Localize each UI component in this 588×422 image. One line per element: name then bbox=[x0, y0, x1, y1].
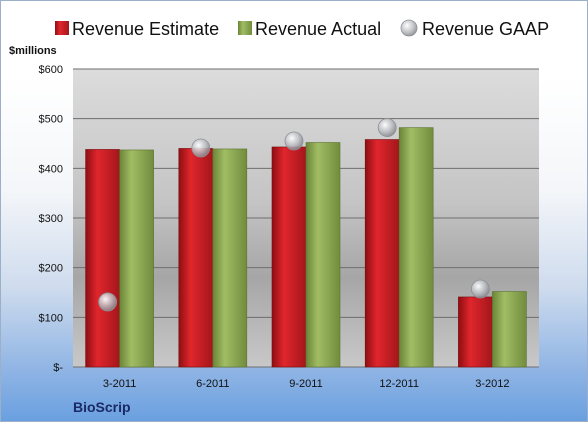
company-name: BioScrip bbox=[73, 399, 131, 415]
y-tick-label: $100 bbox=[39, 312, 63, 324]
y-tick-label: $500 bbox=[39, 114, 63, 126]
x-tick-label: 12-2011 bbox=[379, 378, 419, 390]
y-tick-label: $400 bbox=[39, 163, 63, 175]
marker-revenue-gaap bbox=[191, 138, 211, 158]
x-tick-label: 3-2011 bbox=[103, 378, 136, 390]
bar-revenue-actual bbox=[212, 148, 248, 368]
bar-revenue-estimate bbox=[364, 139, 400, 368]
y-tick-label: $- bbox=[53, 362, 63, 374]
x-tick-label: 3-2012 bbox=[475, 378, 509, 390]
legend-actual-label: Revenue Actual bbox=[255, 19, 381, 39]
y-tick-label: $200 bbox=[39, 263, 63, 275]
bar-revenue-estimate bbox=[271, 146, 307, 368]
x-axis-ticks: 3-2011 6-2011 9-2011 12-2011 3-2012 bbox=[103, 378, 510, 390]
bar-revenue-estimate bbox=[458, 296, 493, 368]
gaap-markers bbox=[98, 118, 490, 312]
bar-revenue-actual bbox=[305, 142, 341, 368]
legend-estimate-label: Revenue Estimate bbox=[72, 19, 219, 39]
legend-gaap-label: Revenue GAAP bbox=[422, 19, 549, 39]
legend: Revenue Estimate Revenue Actual Revenue … bbox=[55, 19, 549, 39]
marker-revenue-gaap bbox=[284, 131, 304, 151]
marker-revenue-gaap bbox=[98, 292, 117, 312]
y-axis-ticks: $- $100 $200 $300 $400 $500 $600 bbox=[39, 64, 64, 374]
legend-actual-swatch bbox=[238, 21, 252, 35]
bar-revenue-estimate bbox=[178, 148, 214, 368]
bar-revenue-actual bbox=[492, 291, 527, 368]
bar-revenue-actual bbox=[398, 127, 434, 368]
y-tick-label: $300 bbox=[39, 213, 63, 225]
y-tick-label: $600 bbox=[39, 64, 63, 76]
y-axis-unit-label: $millions bbox=[9, 45, 57, 57]
legend-estimate-swatch bbox=[55, 21, 69, 35]
x-tick-label: 9-2011 bbox=[289, 378, 322, 390]
marker-revenue-gaap bbox=[377, 118, 397, 138]
bar-revenue-estimate bbox=[85, 149, 120, 368]
marker-revenue-gaap bbox=[470, 279, 490, 299]
x-tick-label: 6-2011 bbox=[196, 378, 229, 390]
legend-gaap-swatch bbox=[400, 19, 418, 37]
bar-revenue-actual bbox=[119, 149, 154, 368]
bars bbox=[85, 127, 527, 368]
